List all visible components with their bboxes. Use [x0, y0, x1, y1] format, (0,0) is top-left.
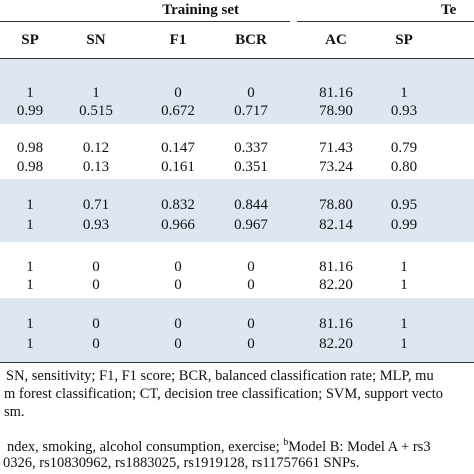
table-cell: 81.16 [319, 259, 353, 275]
table-cell: 1 [400, 259, 408, 275]
col-header-sp-train: SP [21, 32, 39, 48]
table-cell: 0.13 [82, 159, 110, 175]
table-cell: 0.71 [82, 197, 110, 213]
table-cell: 0 [92, 336, 100, 352]
table-cell: 0.80 [390, 159, 418, 175]
footnote-line-4-text-a: ndex, smoking, alcohol consumption, exer… [7, 438, 284, 455]
table-cell: 0 [174, 277, 182, 293]
row-group-2: 0.98 0.12 0.147 0.337 71.43 0.79 0.98 0.… [0, 124, 474, 179]
table-cell: 0.161 [161, 159, 195, 175]
table-cell: 0 [247, 316, 255, 332]
table-cell: 0.844 [234, 197, 268, 213]
table-cell: 0 [92, 277, 100, 293]
col-header-sp-test: SP [395, 32, 413, 48]
col-header-bcr: BCR [235, 32, 267, 48]
table-cell: 0 [174, 85, 182, 101]
table-cell: 0 [174, 259, 182, 275]
table-cell: 0 [247, 277, 255, 293]
table-cell: 0 [247, 85, 255, 101]
table-cell: 1 [26, 316, 34, 332]
table-cell: 0.832 [161, 197, 195, 213]
row-group-1: 1 1 0 0 81.16 1 0.99 0.515 0.672 0.717 7… [0, 59, 474, 124]
column-header-row: SP SN F1 BCR AC SP [0, 24, 474, 58]
table-cell: 0.147 [161, 140, 195, 156]
row-group-3: 1 0.71 0.832 0.844 78.80 0.95 1 0.93 0.9… [0, 179, 474, 242]
table-cell: 0.966 [161, 217, 195, 233]
table-cell: 0.672 [161, 103, 195, 119]
table-cell: 1 [400, 85, 408, 101]
table-cell: 82.20 [319, 336, 353, 352]
table-cell: 0 [174, 316, 182, 332]
table-cell: 1 [92, 85, 100, 101]
footnote-line-1: SN, sensitivity; F1, F1 score; BCR, bala… [6, 368, 434, 384]
table-cell: 1 [26, 336, 34, 352]
training-set-header: Training set [162, 2, 239, 18]
footnote-line-2: m forest classification; CT, decision tr… [4, 386, 444, 402]
table-cell: 82.20 [319, 277, 353, 293]
table-cell: 1 [26, 277, 34, 293]
table-cell: 0.99 [16, 103, 44, 119]
table-cell: 0 [92, 259, 100, 275]
table-cell: 0.337 [234, 140, 268, 156]
table-cell: 78.80 [319, 197, 353, 213]
footnote-line-4-text-b: Model B: Model A + rs3 [288, 438, 431, 455]
table-cell: 0 [247, 259, 255, 275]
table-cell: 78.90 [319, 103, 353, 119]
table-cell: 1 [26, 259, 34, 275]
table-cell: 1 [400, 316, 408, 332]
testing-set-header: Te [441, 2, 457, 18]
row-group-5: 1 0 0 0 81.16 1 1 0 0 0 82.20 1 [0, 298, 474, 362]
footnote-superscript-b: b [283, 437, 289, 448]
table-cell: 0.12 [82, 140, 110, 156]
table-cell: 1 [26, 85, 34, 101]
footnote-line-5: 0326, rs10830962, rs1883025, rs1919128, … [3, 455, 360, 471]
col-header-sn: SN [86, 32, 106, 48]
col-header-ac: AC [325, 32, 347, 48]
table-cell: 0.717 [234, 103, 268, 119]
table-cell: 0 [92, 316, 100, 332]
table-cell: 0.79 [390, 140, 418, 156]
table-cell: 0.351 [234, 159, 268, 175]
table-cell: 81.16 [319, 316, 353, 332]
table-cell: 0.98 [16, 140, 44, 156]
table-bottom-rule [0, 362, 474, 363]
table-cell: 0.98 [16, 159, 44, 175]
training-header-rule [0, 21, 290, 22]
table-cell: 71.43 [319, 140, 353, 156]
col-header-f1: F1 [169, 32, 187, 48]
table-cell: 0.99 [390, 217, 418, 233]
testing-header-rule [297, 21, 474, 22]
table-cell: 0.967 [234, 217, 268, 233]
table-cell: 81.16 [319, 85, 353, 101]
footnote-line-4: ndex, smoking, alcohol consumption, exer… [7, 437, 431, 456]
table-cell: 1 [26, 197, 34, 213]
table-cell: 0.93 [390, 103, 418, 119]
table-cell: 0.93 [82, 217, 110, 233]
table-cell: 1 [26, 217, 34, 233]
table-cell: 82.14 [319, 217, 353, 233]
table-cell: 73.24 [319, 159, 353, 175]
table-cell: 0.95 [390, 197, 418, 213]
footnote-line-3: sm. [4, 404, 25, 420]
row-group-4: 1 0 0 0 81.16 1 1 0 0 0 82.20 1 [0, 242, 474, 298]
header-bottom-rule [0, 58, 474, 59]
table-cell: 0 [174, 336, 182, 352]
table-cell: 0 [247, 336, 255, 352]
table-cell: 1 [400, 336, 408, 352]
table-cell: 1 [400, 277, 408, 293]
table-cell: 0.515 [79, 103, 113, 119]
